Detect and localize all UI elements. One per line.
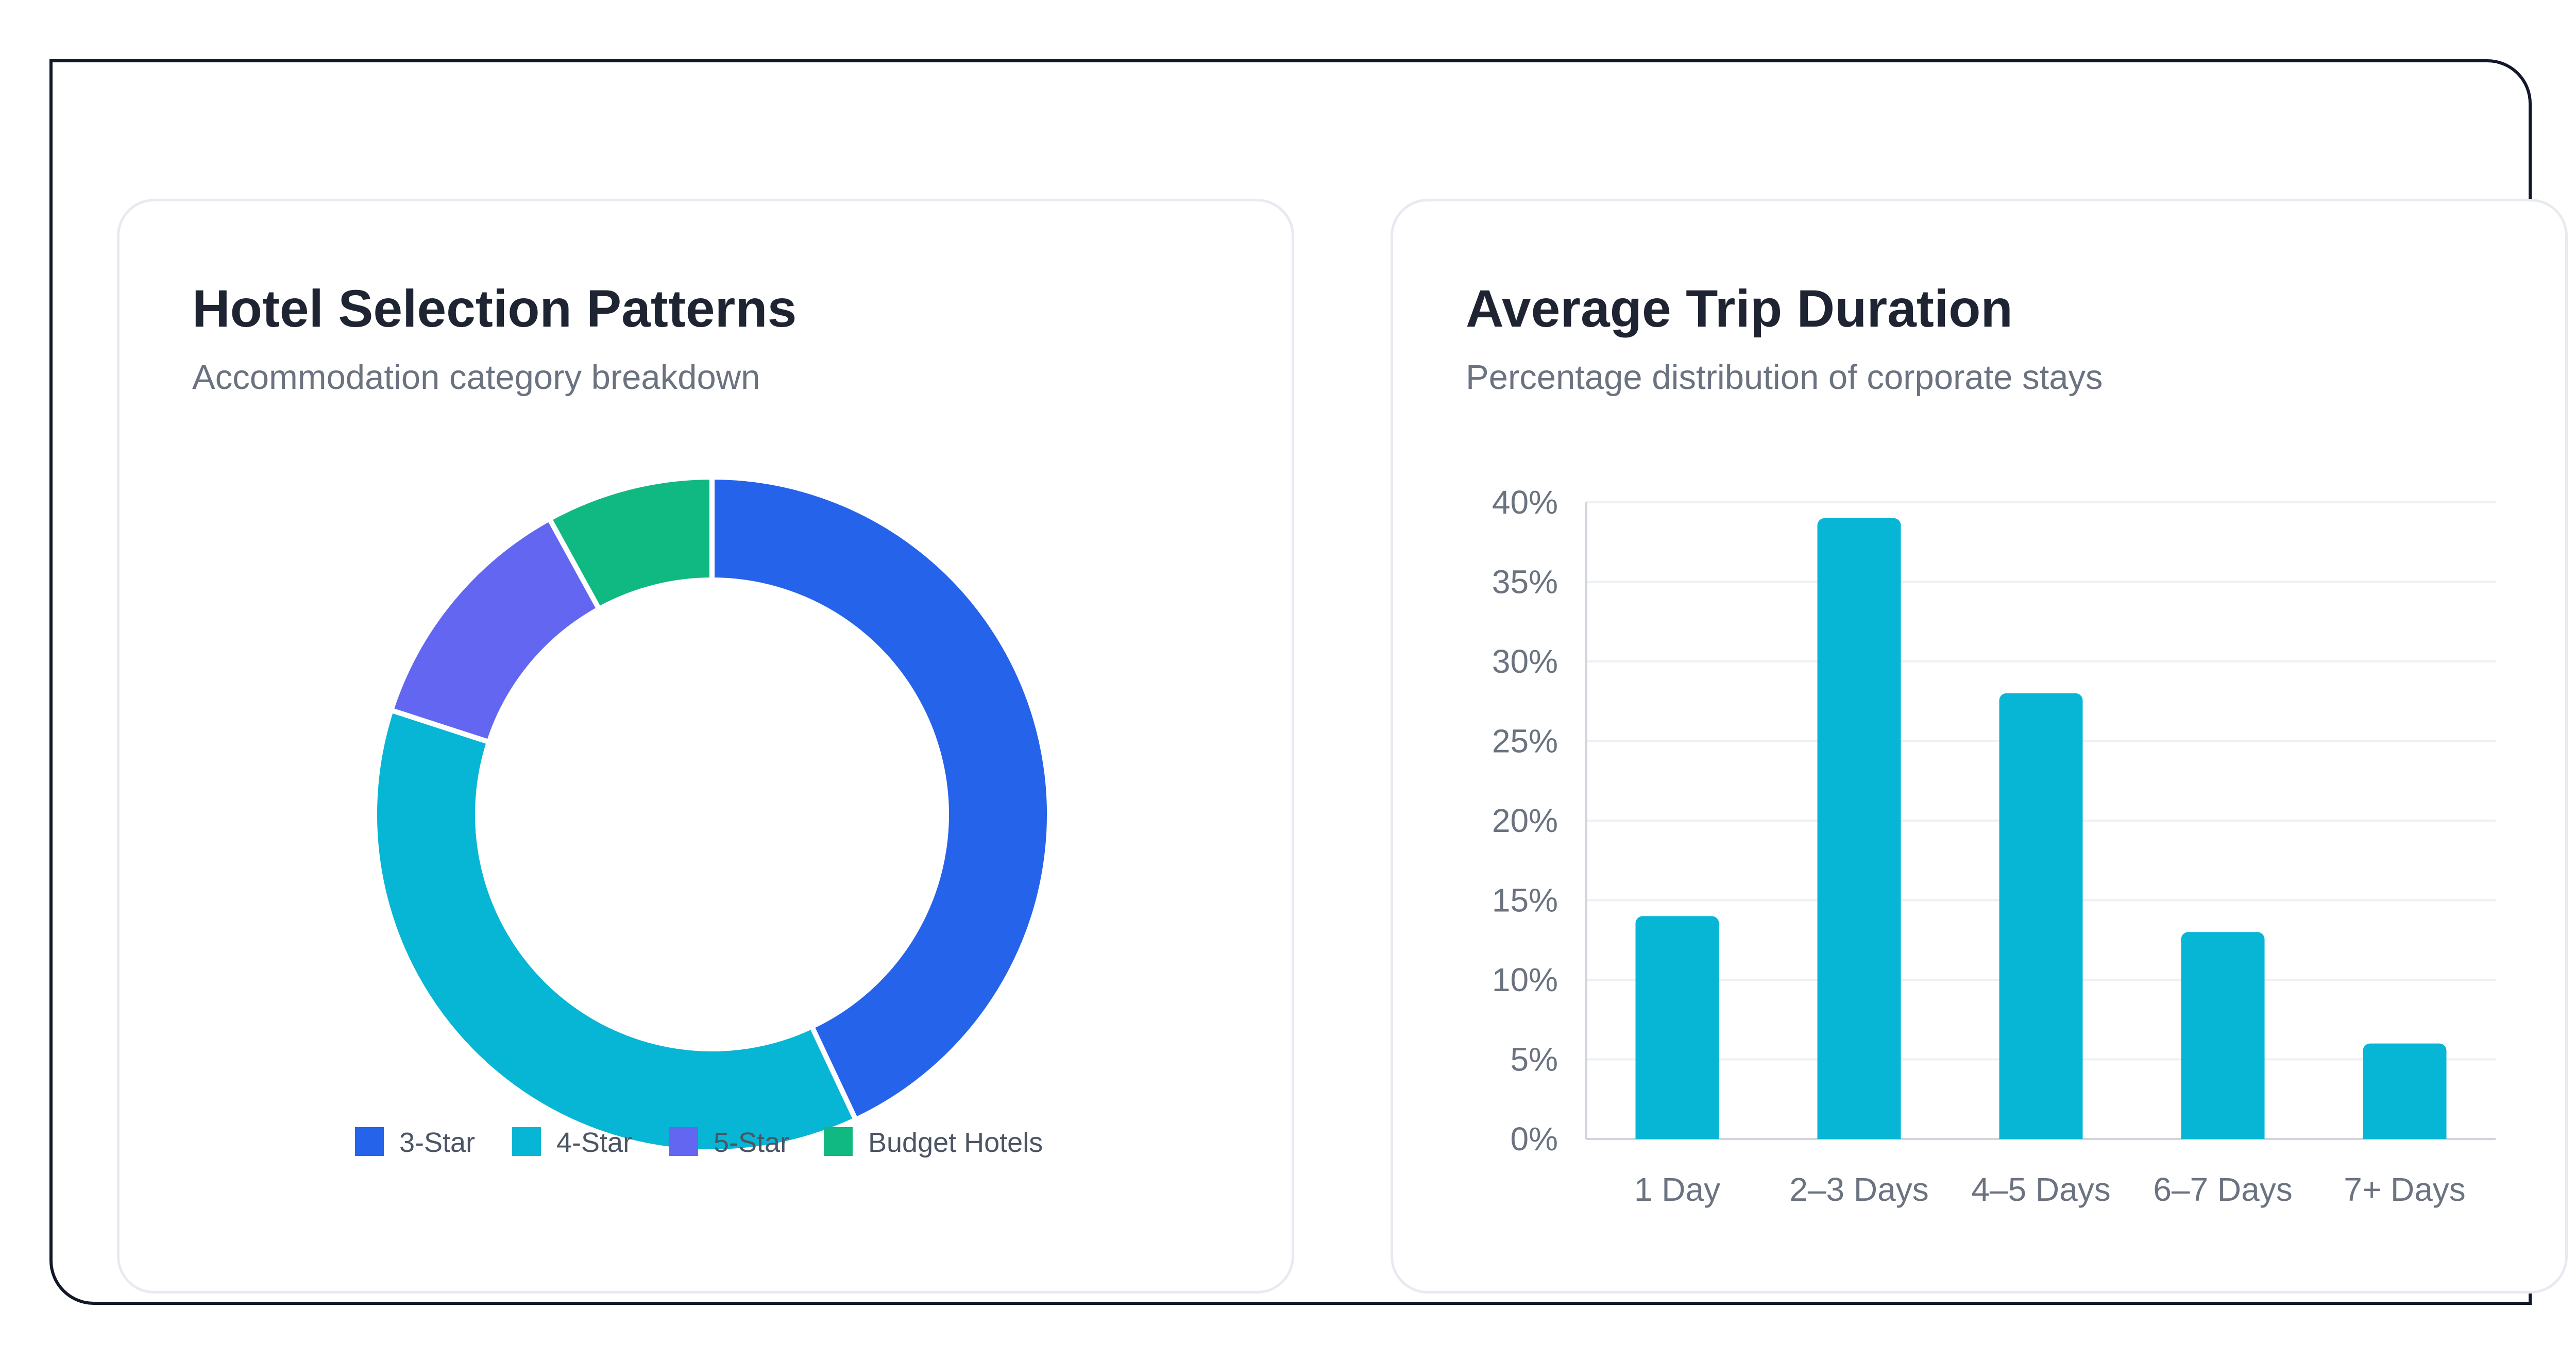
bar-1-day[interactable] [1635,916,1719,1139]
legend-label: 3-Star [399,1127,475,1158]
y-tick-label: 5% [1511,1041,1558,1078]
y-tick-label: 40% [1492,484,1558,521]
legend-label: 5-Star [714,1127,789,1158]
donut-slice-budget-hotels[interactable] [547,474,715,612]
donut-slice-3-star[interactable] [709,474,1052,1122]
x-tick-label: 7+ Days [2344,1171,2466,1208]
bar-base [2363,1131,2447,1139]
y-tick-label: 30% [1492,643,1558,680]
y-tick-label: 10% [1492,961,1558,998]
bar-base [1999,1131,2083,1139]
x-tick-label: 1 Day [1634,1171,1720,1208]
legend-swatch [824,1127,853,1156]
legend-item-budget-hotels[interactable]: Budget Hotels [824,1127,1043,1158]
bar-chart: 0% 5% 10% 15% 20% 25% 30% 35% 40% 1 Day 2–3 Days 4… [1492,484,2496,1208]
bar-base [2181,1131,2265,1139]
hotel-selection-card: Hotel Selection Patterns Accommodation c… [117,199,1294,1294]
trip-duration-card: Average Trip Duration Percentage distrib… [1391,199,2568,1294]
x-tick-label: 6–7 Days [2153,1171,2292,1208]
x-tick-label: 4–5 Days [1971,1171,2110,1208]
donut-slice-4-star[interactable] [372,707,858,1154]
legend-item-4-star[interactable]: 4-Star [512,1127,632,1158]
card-subtitle: Accommodation category breakdown [192,358,760,397]
x-tick-label: 2–3 Days [1789,1171,1928,1208]
bar-base [1817,1131,1901,1139]
card-title: Average Trip Duration [1466,279,2013,338]
bar-base [1635,1131,1719,1139]
card-subtitle: Percentage distribution of corporate sta… [1466,358,2103,397]
legend-swatch [669,1127,698,1156]
bar-2-3-days[interactable] [1817,518,1901,1139]
donut-chart: 3-Star 4-Star 5-Star Budget Hotels [355,474,1052,1158]
dashboard-frame: Hotel Selection Patterns Accommodation c… [49,59,2568,1305]
bar-7-days[interactable] [2363,1043,2447,1139]
y-tick-label: 0% [1511,1120,1558,1158]
legend-label: Budget Hotels [868,1127,1043,1158]
legend-item-3-star[interactable]: 3-Star [355,1127,475,1158]
legend-label: 4-Star [556,1127,632,1158]
legend-item-5-star[interactable]: 5-Star [669,1127,789,1158]
card-title: Hotel Selection Patterns [192,279,797,338]
y-tick-label: 15% [1492,882,1558,919]
y-tick-label: 20% [1492,802,1558,839]
bar-4-5-days[interactable] [1999,693,2083,1139]
y-tick-label: 25% [1492,723,1558,760]
legend-swatch [512,1127,541,1156]
y-tick-label: 35% [1492,564,1558,601]
legend-swatch [355,1127,384,1156]
bar-6-7-days[interactable] [2181,932,2265,1139]
